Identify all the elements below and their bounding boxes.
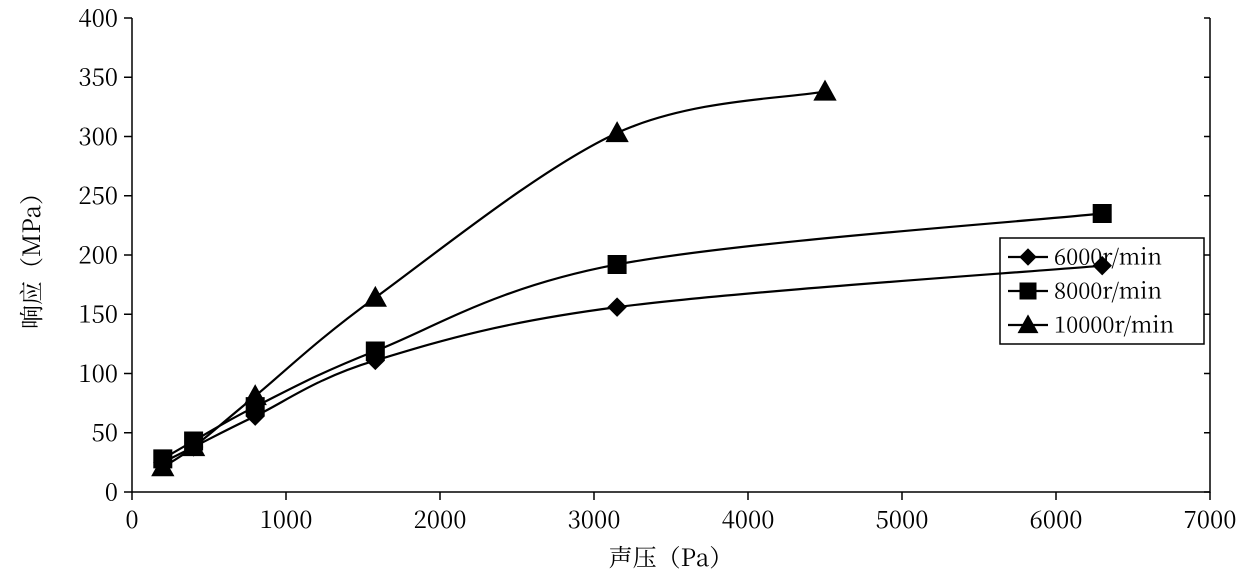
x-tick-label: 0 (125, 500, 138, 535)
legend-label: 8000r/min (1054, 275, 1162, 306)
y-axis-label: 响应（MPa） (12, 181, 47, 329)
x-tick-label: 4000 (722, 500, 775, 535)
y-tick-label: 400 (78, 0, 118, 33)
legend-label: 10000r/min (1054, 309, 1174, 340)
y-tick-label: 100 (78, 354, 118, 389)
y-tick-label: 0 (105, 472, 118, 507)
x-tick-label: 6000 (1030, 500, 1083, 535)
y-tick-label: 200 (78, 235, 118, 270)
legend-swatch-marker (1020, 283, 1036, 299)
x-axis-label: 声压（Pa） (609, 538, 734, 573)
x-tick-label: 7000 (1184, 500, 1237, 535)
x-tick-label: 2000 (414, 500, 467, 535)
y-tick-label: 150 (78, 295, 118, 330)
legend-label: 6000r/min (1054, 241, 1162, 272)
series-marker (608, 255, 626, 273)
series-marker (1093, 205, 1111, 223)
y-tick-label: 250 (78, 176, 118, 211)
y-tick-label: 50 (92, 413, 118, 448)
series-marker (366, 342, 384, 360)
y-tick-label: 350 (78, 58, 118, 93)
y-tick-label: 300 (78, 117, 118, 152)
x-tick-label: 3000 (568, 500, 621, 535)
x-tick-label: 5000 (876, 500, 929, 535)
x-tick-label: 1000 (260, 500, 313, 535)
chart-container: 0 1000 2000 3000 4000 5000 6000 7000 0 50 100 150 20… (0, 0, 1240, 577)
line-chart: 0 1000 2000 3000 4000 5000 6000 7000 0 50 100 150 20… (0, 0, 1240, 577)
